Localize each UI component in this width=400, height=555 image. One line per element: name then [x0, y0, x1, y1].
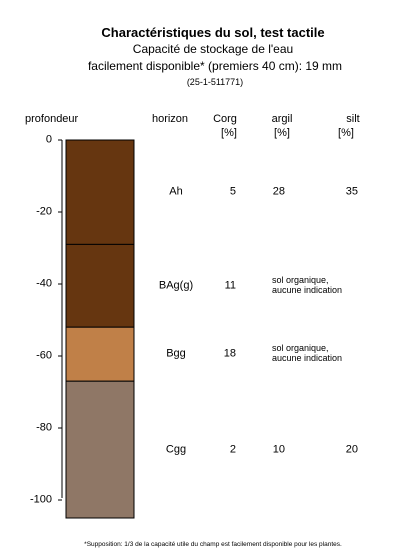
sample-code: (25-1-511771)	[186, 77, 244, 87]
clay-column-header: argil	[271, 113, 293, 125]
layer-note: sol organique, aucune indication	[272, 343, 343, 364]
layer-corg-value: 11	[224, 279, 236, 292]
subtitle-line-2: facilement disponible* (premiers 40 cm):…	[87, 59, 343, 73]
depth-tick-label: -40	[36, 277, 52, 290]
depth-axis-label: profondeur	[25, 113, 79, 125]
soil-layer-4	[65, 380, 135, 519]
layer-horizon-label: Ah	[169, 185, 183, 198]
layer-note: sol organique, aucune indication	[272, 274, 343, 295]
layer-clay-value: 10	[272, 443, 285, 456]
depth-tick-label: -100	[29, 493, 52, 506]
layer-corg-value: 5	[229, 185, 236, 198]
depth-tick-label: -60	[36, 349, 52, 362]
clay-unit-label: [%]	[274, 127, 290, 139]
layer-horizon-label: BAg(g)	[158, 279, 194, 292]
footnote: *Supposition: 1/3 de la capacité utile d…	[84, 541, 342, 548]
soil-layer-2	[65, 243, 135, 328]
layer-silt-value: 35	[345, 185, 358, 198]
soil-layer-1	[65, 139, 135, 245]
silt-column-header: silt	[346, 113, 360, 125]
layer-corg-value: 2	[229, 443, 236, 456]
layer-corg-value: 18	[223, 347, 236, 360]
layer-horizon-label: Bgg	[166, 347, 186, 360]
subtitle-line-1: Capacité de stockage de l'eau	[132, 42, 294, 56]
depth-tick-label: -20	[36, 205, 52, 218]
silt-unit-label: [%]	[338, 127, 354, 139]
layer-silt-value: 20	[345, 443, 358, 456]
soil-layer-3	[65, 326, 135, 382]
depth-ticks	[58, 139, 62, 501]
corg-unit-label: [%]	[221, 127, 237, 139]
layer-clay-value: 28	[272, 185, 285, 198]
depth-tick-label: -80	[36, 421, 52, 434]
chart-title: Charactéristiques du sol, test tactile	[101, 25, 325, 40]
horizon-column-header: horizon	[151, 113, 189, 125]
layer-horizon-label: Cgg	[165, 443, 187, 456]
soil-layers	[65, 139, 135, 519]
depth-tick-label: 0	[45, 133, 52, 146]
corg-column-header: Corg	[213, 113, 237, 125]
